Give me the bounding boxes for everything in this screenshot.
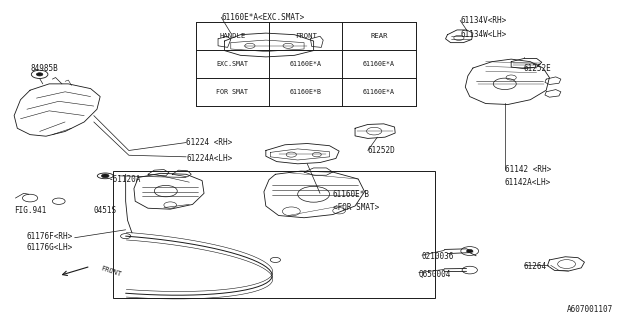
- Text: 61252D: 61252D: [368, 146, 396, 155]
- Text: 61160E*A: 61160E*A: [363, 89, 395, 95]
- Text: 61142A<LH>: 61142A<LH>: [505, 178, 551, 187]
- Text: A607001107: A607001107: [567, 305, 613, 314]
- Text: 61160E*A: 61160E*A: [363, 61, 395, 67]
- Circle shape: [467, 250, 473, 252]
- Text: 61134V<RH>: 61134V<RH>: [460, 16, 506, 25]
- Text: 84985B: 84985B: [30, 63, 58, 73]
- Circle shape: [36, 73, 43, 76]
- Text: 61160E*B: 61160E*B: [290, 89, 322, 95]
- Circle shape: [101, 174, 109, 178]
- Text: 61264: 61264: [524, 262, 547, 271]
- Text: 0451S: 0451S: [94, 206, 117, 215]
- Text: 61176G<LH>: 61176G<LH>: [27, 243, 73, 252]
- Text: 61160E*A<EXC.SMAT>: 61160E*A<EXC.SMAT>: [221, 13, 305, 22]
- Text: 61224 <RH>: 61224 <RH>: [186, 138, 232, 147]
- Text: Q650004: Q650004: [419, 270, 451, 279]
- Text: 61252E: 61252E: [524, 63, 552, 73]
- Text: 61176F<RH>: 61176F<RH>: [27, 232, 73, 241]
- Text: 61160E*A: 61160E*A: [290, 61, 322, 67]
- Text: 61160E*B: 61160E*B: [333, 190, 370, 199]
- Text: FRONT: FRONT: [295, 33, 317, 39]
- Text: <FOR SMAT>: <FOR SMAT>: [333, 203, 379, 212]
- Text: REAR: REAR: [370, 33, 388, 39]
- Text: 61224A<LH>: 61224A<LH>: [186, 154, 232, 163]
- Text: FRONT: FRONT: [100, 266, 122, 278]
- Text: -61120A: -61120A: [108, 174, 141, 184]
- Text: 61142 <RH>: 61142 <RH>: [505, 165, 551, 174]
- Text: FOR SMAT: FOR SMAT: [216, 89, 248, 95]
- Bar: [113, 171, 435, 298]
- Text: 61134W<LH>: 61134W<LH>: [460, 30, 506, 39]
- Text: 0210036: 0210036: [422, 252, 454, 261]
- Text: HANDLE: HANDLE: [220, 33, 246, 39]
- Text: EXC.SMAT: EXC.SMAT: [216, 61, 248, 67]
- Text: FIG.941: FIG.941: [14, 206, 47, 215]
